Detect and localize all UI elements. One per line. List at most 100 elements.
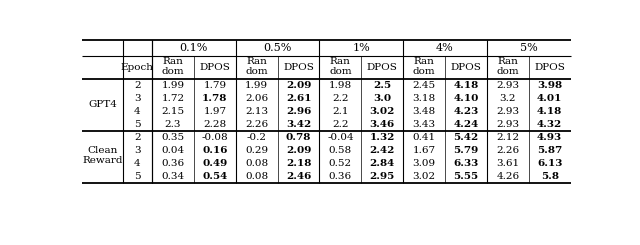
Text: 3.46: 3.46 [370, 120, 395, 129]
Text: 2.93: 2.93 [496, 81, 520, 90]
Text: 2: 2 [134, 81, 141, 90]
Text: -0.08: -0.08 [202, 133, 228, 142]
Text: 0.52: 0.52 [329, 159, 352, 168]
Text: 2.06: 2.06 [245, 94, 268, 103]
Text: Epoch: Epoch [121, 63, 154, 72]
Text: -0.2: -0.2 [246, 133, 267, 142]
Text: 1.72: 1.72 [161, 94, 184, 103]
Text: 0.36: 0.36 [329, 172, 352, 181]
Text: 3.02: 3.02 [413, 172, 436, 181]
Text: 4: 4 [134, 107, 141, 116]
Text: DPOS: DPOS [367, 63, 397, 72]
Text: 2.26: 2.26 [496, 146, 520, 155]
Text: 4.26: 4.26 [496, 172, 520, 181]
Text: 3: 3 [134, 94, 141, 103]
Text: 0.36: 0.36 [161, 159, 184, 168]
Text: 3.0: 3.0 [373, 94, 391, 103]
Text: 2: 2 [134, 133, 141, 142]
Text: 0.49: 0.49 [202, 159, 227, 168]
Text: 4.93: 4.93 [537, 133, 562, 142]
Text: 2.96: 2.96 [286, 107, 311, 116]
Text: Ran
dom: Ran dom [329, 57, 352, 76]
Text: 4.18: 4.18 [537, 107, 563, 116]
Text: 2.84: 2.84 [370, 159, 395, 168]
Text: 0.5%: 0.5% [264, 43, 292, 53]
Text: 0.54: 0.54 [202, 172, 227, 181]
Text: Clean
Reward: Clean Reward [82, 146, 123, 165]
Text: 5.87: 5.87 [537, 146, 563, 155]
Text: DPOS: DPOS [283, 63, 314, 72]
Text: 3.48: 3.48 [413, 107, 436, 116]
Text: 0.08: 0.08 [245, 172, 268, 181]
Text: 0.58: 0.58 [329, 146, 352, 155]
Text: 2.13: 2.13 [245, 107, 268, 116]
Text: 0.78: 0.78 [286, 133, 311, 142]
Text: DPOS: DPOS [200, 63, 230, 72]
Text: 4.01: 4.01 [537, 94, 563, 103]
Text: 5: 5 [134, 172, 141, 181]
Text: 5: 5 [134, 120, 141, 129]
Text: -0.04: -0.04 [327, 133, 354, 142]
Text: DPOS: DPOS [451, 63, 481, 72]
Text: 1.78: 1.78 [202, 94, 228, 103]
Text: 4.24: 4.24 [453, 120, 479, 129]
Text: 1.97: 1.97 [204, 107, 227, 116]
Text: Ran
dom: Ran dom [497, 57, 519, 76]
Text: GPT4: GPT4 [88, 100, 117, 109]
Text: 3.18: 3.18 [413, 94, 436, 103]
Text: 2.2: 2.2 [332, 120, 349, 129]
Text: 1.79: 1.79 [204, 81, 227, 90]
Text: 3.42: 3.42 [286, 120, 311, 129]
Text: 0.1%: 0.1% [180, 43, 208, 53]
Text: 3.61: 3.61 [496, 159, 520, 168]
Text: 1.32: 1.32 [369, 133, 395, 142]
Text: 0.41: 0.41 [413, 133, 436, 142]
Text: 5.42: 5.42 [453, 133, 479, 142]
Text: 0.08: 0.08 [245, 159, 268, 168]
Text: 3.43: 3.43 [413, 120, 436, 129]
Text: 4.18: 4.18 [453, 81, 479, 90]
Text: 0.29: 0.29 [245, 146, 268, 155]
Text: 2.18: 2.18 [286, 159, 311, 168]
Text: 6.13: 6.13 [537, 159, 563, 168]
Text: 0.04: 0.04 [161, 146, 184, 155]
Text: 4.10: 4.10 [453, 94, 479, 103]
Text: 5%: 5% [520, 43, 538, 53]
Text: Ran
dom: Ran dom [245, 57, 268, 76]
Text: 2.42: 2.42 [369, 146, 395, 155]
Text: 0.34: 0.34 [161, 172, 184, 181]
Text: 1.67: 1.67 [413, 146, 436, 155]
Text: 2.15: 2.15 [161, 107, 184, 116]
Text: 3.09: 3.09 [413, 159, 436, 168]
Text: 2.2: 2.2 [332, 94, 349, 103]
Text: 1.98: 1.98 [329, 81, 352, 90]
Text: 2.09: 2.09 [286, 146, 311, 155]
Text: 2.46: 2.46 [286, 172, 311, 181]
Text: 0.16: 0.16 [202, 146, 228, 155]
Text: 3.2: 3.2 [500, 94, 516, 103]
Text: 1%: 1% [353, 43, 370, 53]
Text: 4: 4 [134, 159, 141, 168]
Text: 2.1: 2.1 [332, 107, 349, 116]
Text: 2.3: 2.3 [164, 120, 181, 129]
Text: 2.12: 2.12 [496, 133, 520, 142]
Text: DPOS: DPOS [534, 63, 565, 72]
Text: 5.55: 5.55 [453, 172, 479, 181]
Text: 2.95: 2.95 [370, 172, 395, 181]
Text: 0.35: 0.35 [161, 133, 184, 142]
Text: 2.28: 2.28 [204, 120, 227, 129]
Text: 2.61: 2.61 [286, 94, 311, 103]
Text: 1.99: 1.99 [245, 81, 268, 90]
Text: Ran
dom: Ran dom [162, 57, 184, 76]
Text: 3: 3 [134, 146, 141, 155]
Text: 3.98: 3.98 [537, 81, 562, 90]
Text: 2.5: 2.5 [373, 81, 391, 90]
Text: 2.93: 2.93 [496, 120, 520, 129]
Text: 4.32: 4.32 [537, 120, 563, 129]
Text: 6.33: 6.33 [453, 159, 479, 168]
Text: 5.79: 5.79 [453, 146, 479, 155]
Text: 5.8: 5.8 [541, 172, 559, 181]
Text: 4.23: 4.23 [453, 107, 479, 116]
Text: 3.02: 3.02 [369, 107, 395, 116]
Text: 2.93: 2.93 [496, 107, 520, 116]
